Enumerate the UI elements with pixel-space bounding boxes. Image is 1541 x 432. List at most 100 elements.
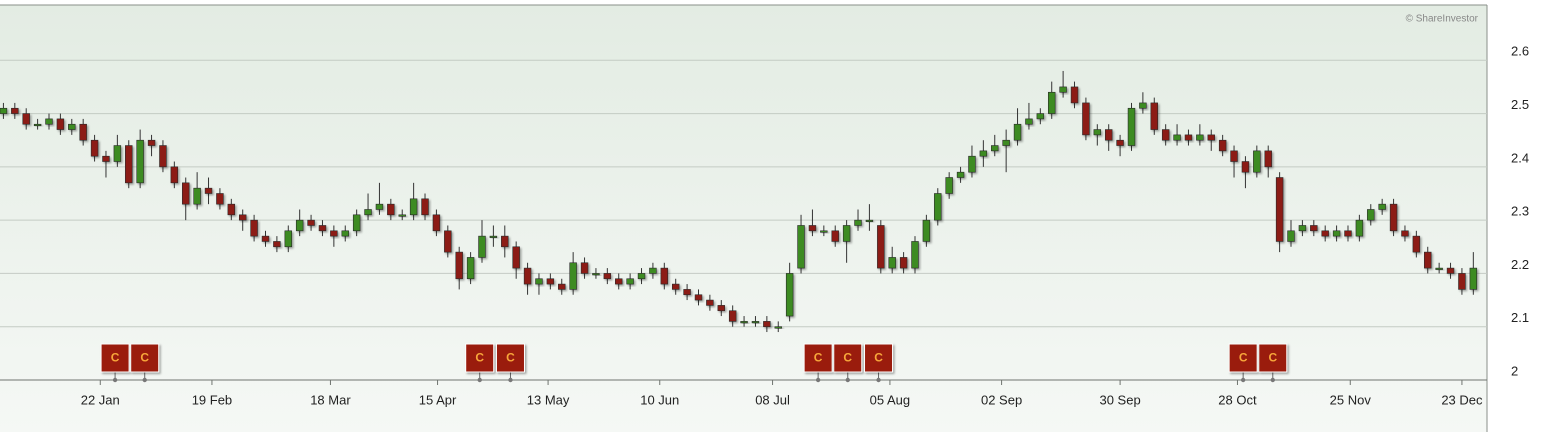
candle-body <box>831 230 839 242</box>
candle-body <box>455 251 463 280</box>
candle-body <box>501 235 509 248</box>
y-tick-label: 2.2 <box>1511 257 1529 272</box>
candle-body <box>193 187 201 205</box>
candle-body <box>1458 273 1466 290</box>
y-tick-label: 2.4 <box>1511 150 1529 165</box>
event-pin-head <box>1240 377 1246 383</box>
event-marker <box>130 343 160 373</box>
candle-body <box>546 278 555 285</box>
candle-body <box>1059 86 1067 93</box>
candle-body <box>204 187 213 194</box>
candle-body <box>558 283 566 290</box>
candle-body <box>1287 230 1295 242</box>
candle-body <box>1435 267 1443 270</box>
candle-body <box>706 299 714 306</box>
candle-body <box>1446 267 1455 274</box>
candle-body <box>580 262 589 274</box>
candle-body <box>1139 102 1147 109</box>
x-tick-label: 25 Nov <box>1330 392 1372 407</box>
candle-body <box>1104 129 1113 141</box>
credit: © ShareInvestor <box>1406 14 1479 25</box>
candle-body <box>318 225 327 232</box>
candle-body <box>1378 203 1386 210</box>
event-marker <box>864 343 894 373</box>
x-tick-label: 19 Feb <box>192 392 232 407</box>
candle-body <box>159 145 167 168</box>
candle-body <box>1070 86 1079 104</box>
event-marker <box>803 343 833 373</box>
candle-body <box>56 118 65 130</box>
candle-body <box>1401 230 1409 237</box>
candle-body <box>1013 123 1022 141</box>
candle-body <box>1048 91 1056 114</box>
x-tick-label: 15 Apr <box>419 392 457 407</box>
candle-body <box>1184 134 1193 141</box>
x-tick-label: 30 Sep <box>1099 392 1140 407</box>
candle-body <box>375 203 384 210</box>
candle-body <box>1275 177 1284 242</box>
candle-body <box>1253 150 1261 173</box>
candle-body <box>409 198 418 216</box>
candle-body <box>877 225 885 269</box>
candle-body <box>387 203 395 216</box>
candle-body <box>1082 102 1090 136</box>
event-pin-head <box>1270 377 1275 383</box>
candle-body <box>421 198 429 216</box>
candle-body <box>774 326 782 329</box>
candle-body <box>432 214 441 232</box>
candle-body <box>728 310 737 322</box>
candle-body <box>45 118 53 125</box>
candle-body <box>1264 150 1272 168</box>
x-tick-label: 28 Oct <box>1218 392 1257 407</box>
candle-body <box>740 321 748 324</box>
candle-body <box>364 209 372 216</box>
candle-body <box>489 235 498 238</box>
candle-body <box>68 123 76 130</box>
candle-body <box>136 139 144 184</box>
candle-body <box>1332 230 1341 237</box>
candle-body <box>330 230 338 237</box>
candle-body <box>842 225 851 242</box>
candle-body <box>763 321 771 328</box>
candle-body <box>352 214 361 232</box>
candle-body <box>147 139 156 146</box>
candle-body <box>90 139 99 157</box>
x-tick-label: 13 May <box>527 392 570 407</box>
candle-body <box>295 219 304 232</box>
x-tick-label: 05 Aug <box>870 392 911 407</box>
candle-body <box>216 193 224 205</box>
candle-body <box>466 257 475 280</box>
y-tick-label: 2.6 <box>1511 44 1529 59</box>
candle-body <box>626 278 634 285</box>
event-pin-head <box>112 377 118 383</box>
y-tick-label: 2.1 <box>1511 310 1529 325</box>
candle-body <box>1218 139 1227 152</box>
event-label: C <box>1268 351 1277 365</box>
candle-body <box>261 235 270 242</box>
candle-body <box>956 171 965 178</box>
candle-body <box>1025 118 1033 125</box>
candle-body <box>512 246 520 269</box>
candle-body <box>341 230 349 237</box>
candle-body <box>934 193 942 221</box>
candle-body <box>808 225 817 232</box>
candle-body <box>535 278 543 285</box>
event-pin-head <box>876 377 881 383</box>
x-tick-label: 18 Mar <box>310 392 351 407</box>
event-pin-head <box>815 377 821 383</box>
event-label: C <box>140 351 149 365</box>
candle-body <box>1196 134 1204 141</box>
candle-body <box>1310 225 1318 232</box>
candle-body <box>751 321 760 324</box>
candle-body <box>968 155 976 173</box>
event-marker <box>100 343 130 373</box>
candle-body <box>660 267 669 285</box>
candle-body <box>911 241 919 269</box>
y-tick-label: 2.3 <box>1511 204 1529 219</box>
event-label: C <box>1239 351 1248 365</box>
candle-body <box>273 241 281 248</box>
event-marker <box>833 343 863 373</box>
candle-body <box>79 123 87 141</box>
candle-body <box>717 305 725 312</box>
